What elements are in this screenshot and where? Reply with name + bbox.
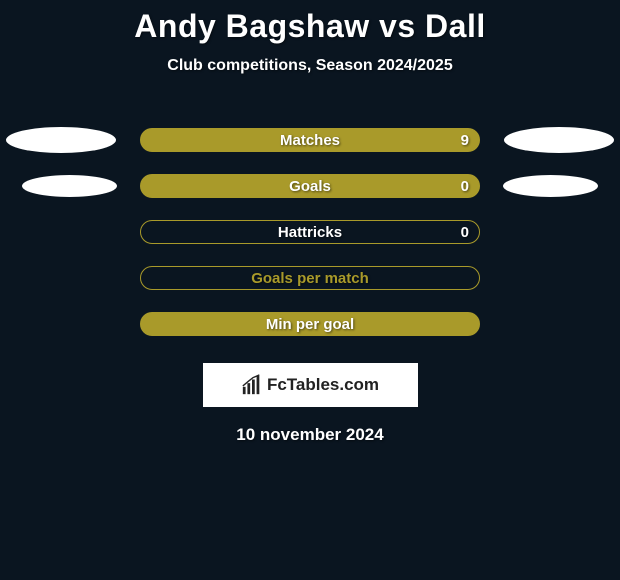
stat-label: Goals per match xyxy=(251,270,369,287)
stat-row-goals-per-match: Goals per match xyxy=(0,255,620,301)
stat-bar: Goals 0 xyxy=(140,174,480,198)
page-title: Andy Bagshaw vs Dall xyxy=(0,8,620,45)
right-ellipse-icon xyxy=(504,127,614,153)
stat-label: Min per goal xyxy=(266,316,354,333)
subtitle: Club competitions, Season 2024/2025 xyxy=(0,57,620,75)
stat-bar: Matches 9 xyxy=(140,128,480,152)
left-ellipse-icon xyxy=(22,175,117,197)
fctables-logo: FcTables.com xyxy=(203,363,418,407)
date-label: 10 november 2024 xyxy=(0,425,620,445)
stat-bar: Min per goal xyxy=(140,312,480,336)
stat-label: Matches xyxy=(280,132,340,149)
right-ellipse-icon xyxy=(503,175,598,197)
stat-value: 9 xyxy=(461,132,469,149)
comparison-infographic: Andy Bagshaw vs Dall Club competitions, … xyxy=(0,0,620,445)
stat-rows: Matches 9 Goals 0 Hattricks 0 Goals per … xyxy=(0,117,620,347)
stat-bar: Goals per match xyxy=(140,266,480,290)
logo-text: FcTables.com xyxy=(267,375,379,395)
stat-value: 0 xyxy=(461,224,469,241)
stat-row-hattricks: Hattricks 0 xyxy=(0,209,620,255)
stat-label: Goals xyxy=(289,178,331,195)
stat-value: 0 xyxy=(461,178,469,195)
stat-row-matches: Matches 9 xyxy=(0,117,620,163)
stat-row-goals: Goals 0 xyxy=(0,163,620,209)
stat-row-min-per-goal: Min per goal xyxy=(0,301,620,347)
chart-icon xyxy=(241,374,263,396)
left-ellipse-icon xyxy=(6,127,116,153)
stat-label: Hattricks xyxy=(278,224,342,241)
stat-bar: Hattricks 0 xyxy=(140,220,480,244)
